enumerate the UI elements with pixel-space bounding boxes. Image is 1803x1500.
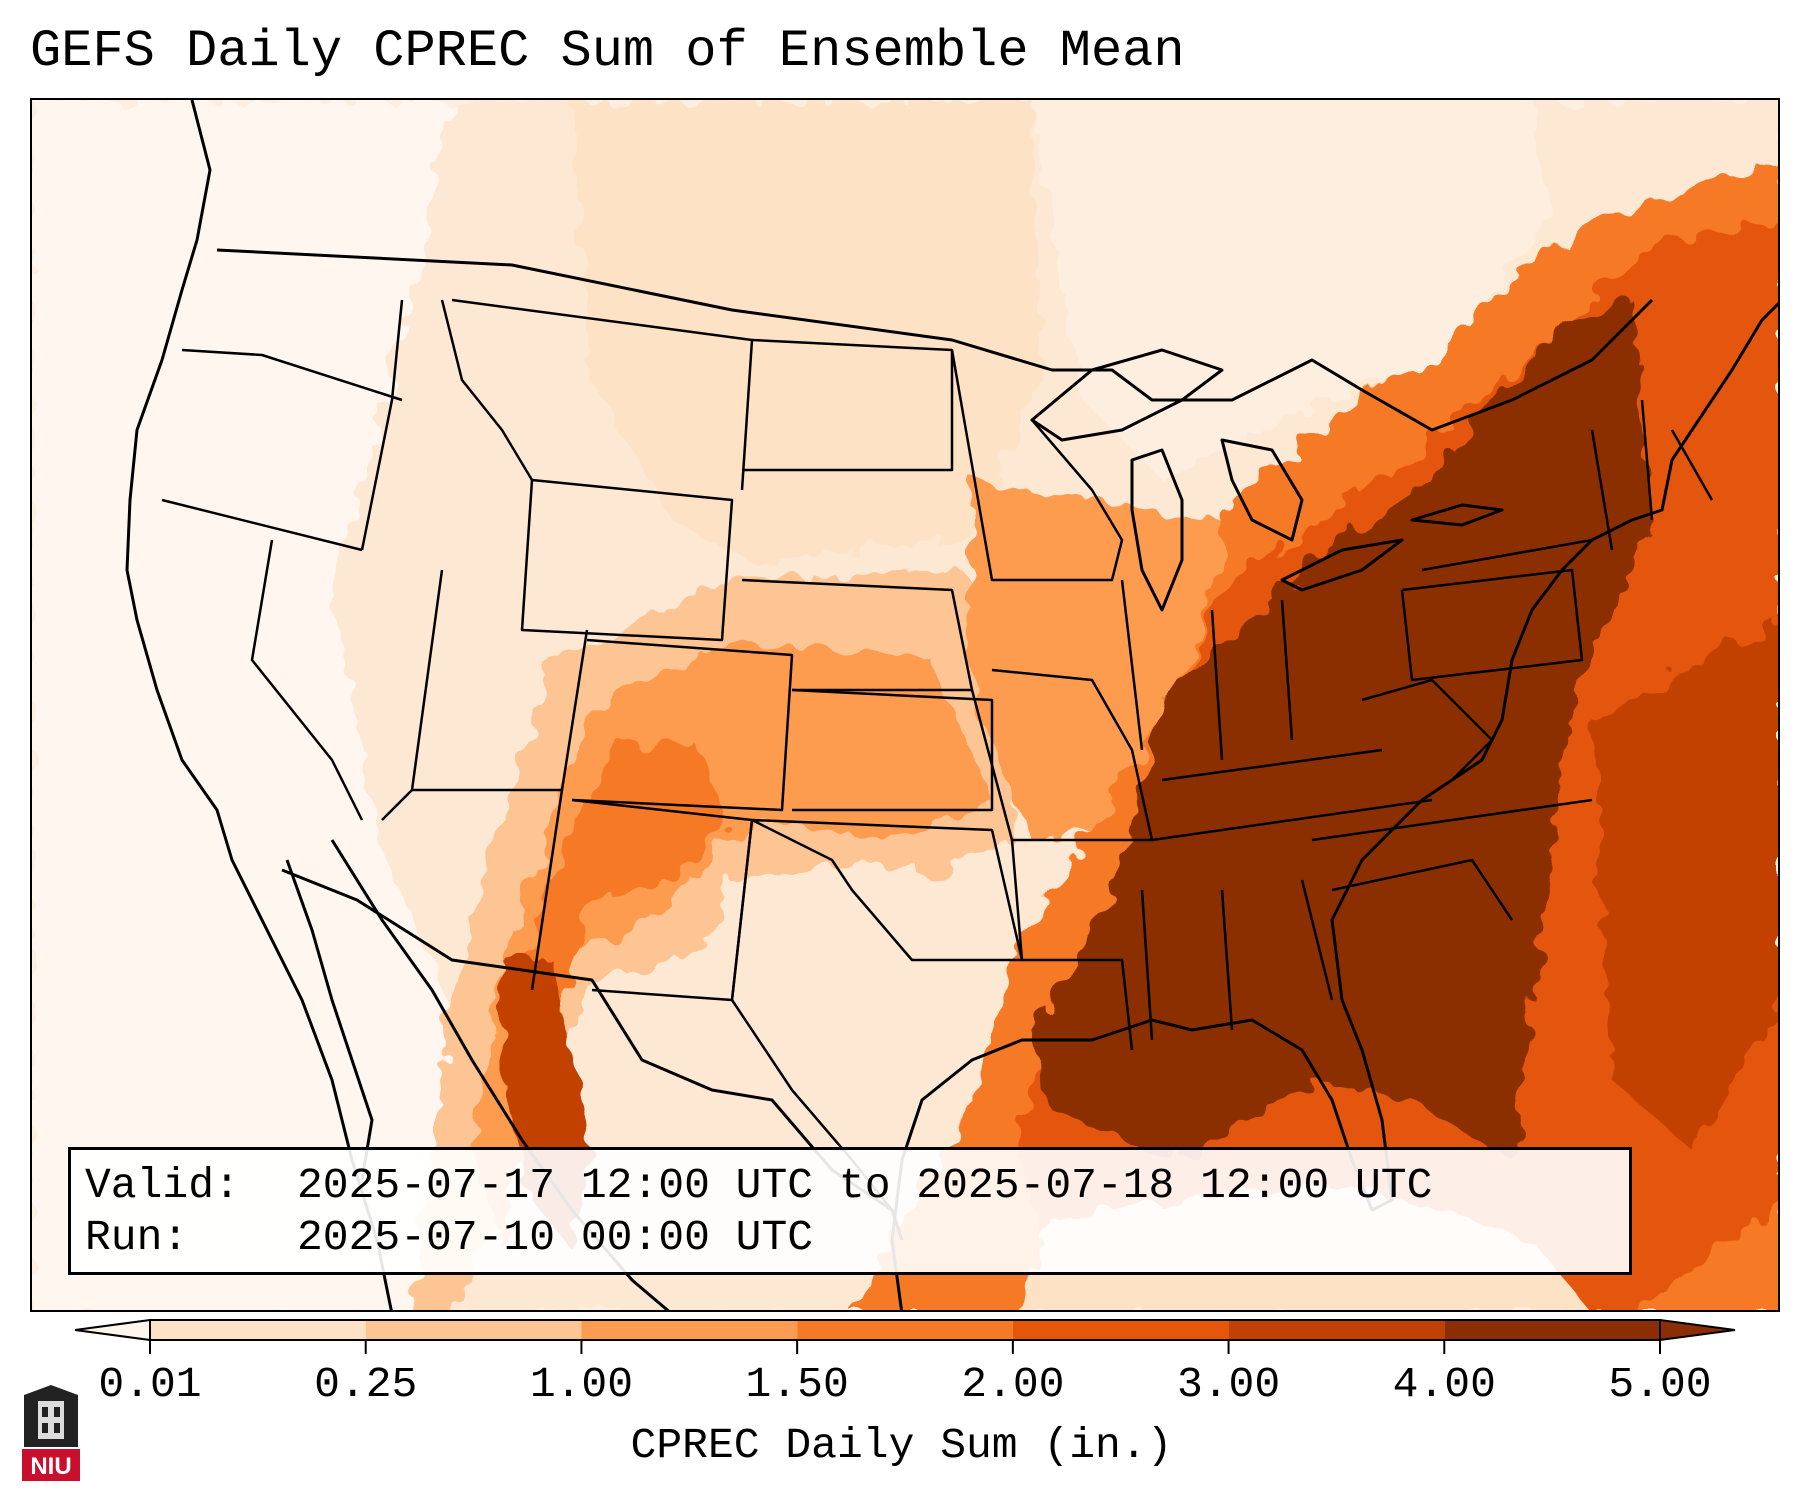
state-line-ms-al-ga bbox=[1140, 879, 1334, 1041]
state-line-co bbox=[571, 638, 794, 812]
colorbar-tick-label: 4.00 bbox=[1392, 1360, 1496, 1409]
colorbar-title: CPREC Daily Sum (in.) bbox=[630, 1421, 1173, 1470]
logo-text: NIU bbox=[30, 1453, 71, 1480]
state-line-va-nc-sc bbox=[1311, 798, 1593, 921]
lake-erie bbox=[1280, 538, 1404, 592]
run-value: 2025-07-10 00:00 UTC bbox=[297, 1213, 814, 1262]
logo-window-3 bbox=[42, 1423, 48, 1433]
state-line-az-nm bbox=[530, 789, 564, 991]
colorbar-segment bbox=[365, 1320, 582, 1340]
colorbar-segment bbox=[1228, 1320, 1445, 1340]
valid-label: Valid: bbox=[85, 1161, 240, 1210]
state-line-wv-va bbox=[1361, 678, 1494, 781]
logo-building bbox=[38, 1401, 64, 1439]
logo-band bbox=[22, 1449, 80, 1481]
coastline-west bbox=[125, 100, 393, 1310]
state-line-nd-sd-ne bbox=[741, 338, 974, 692]
border-canada bbox=[216, 248, 1654, 432]
logo-window-1 bbox=[42, 1407, 48, 1417]
map-canvas bbox=[32, 100, 1778, 1310]
coastline-baja bbox=[285, 859, 374, 1181]
niu-logo: NIU bbox=[22, 1385, 80, 1481]
lake-michigan bbox=[1130, 448, 1184, 612]
field-atlantic-dark bbox=[1592, 622, 1778, 1150]
colorbar-tick-label: 2.00 bbox=[961, 1360, 1065, 1409]
state-line-pa-ny bbox=[1400, 538, 1593, 682]
colorbar-extend-high bbox=[1659, 1318, 1736, 1342]
colorbar-tick-label: 5.00 bbox=[1608, 1360, 1712, 1409]
boundaries bbox=[125, 100, 1778, 1310]
colorbar-segment bbox=[1012, 1320, 1229, 1340]
lake-huron bbox=[1220, 438, 1304, 542]
state-line-mn-ia bbox=[950, 349, 1124, 582]
logo-window-4 bbox=[54, 1423, 60, 1433]
colorbar-outline bbox=[149, 1319, 1661, 1341]
colorbar-tick-label: 1.00 bbox=[529, 1360, 634, 1409]
state-line-ut-co bbox=[560, 629, 589, 791]
state-line-wa-or bbox=[181, 348, 403, 402]
state-line-mo-ar bbox=[970, 668, 1154, 842]
state-line-or-ca bbox=[161, 498, 363, 552]
valid-row: Valid: 2025-07-17 12:00 UTC to 2025-07-18… bbox=[85, 1160, 1615, 1212]
field-light-north bbox=[1032, 100, 1552, 480]
colorbar-segment bbox=[1444, 1320, 1660, 1340]
valid-run-info-box: Valid: 2025-07-17 12:00 UTC to 2025-07-18… bbox=[68, 1147, 1632, 1275]
state-line-wy bbox=[520, 478, 734, 642]
colorbar-extend-low bbox=[74, 1318, 151, 1342]
state-line-ks-ok bbox=[751, 688, 1024, 962]
precip-field bbox=[32, 100, 1778, 1310]
field-light-plains bbox=[572, 100, 1042, 560]
state-line-tn-ky bbox=[1151, 748, 1433, 842]
colorbar-segment bbox=[797, 1320, 1013, 1340]
field-orange2-sw bbox=[512, 740, 732, 1130]
state-line-id-w bbox=[360, 299, 404, 551]
colorbar-tick-label: 0.01 bbox=[98, 1360, 202, 1409]
state-line-ca-nv bbox=[250, 539, 364, 821]
colorbar-tick-label: 3.00 bbox=[1176, 1360, 1281, 1409]
colorbar-segment bbox=[581, 1320, 798, 1340]
precipitation-map bbox=[30, 98, 1780, 1312]
lake-ontario bbox=[1410, 503, 1504, 527]
run-label: Run: bbox=[85, 1213, 189, 1262]
colorbar bbox=[74, 1318, 1736, 1354]
field-east-dark bbox=[1032, 300, 1652, 1160]
valid-value: 2025-07-17 12:00 UTC to 2025-07-18 12:00… bbox=[297, 1161, 1433, 1210]
state-line-new-england bbox=[1590, 399, 1714, 551]
colorbar-tick-label: 0.25 bbox=[314, 1360, 418, 1409]
map-title: GEFS Daily CPREC Sum of Ensemble Mean bbox=[30, 22, 1185, 81]
lake-superior bbox=[1030, 348, 1224, 442]
field-light-texas bbox=[692, 860, 972, 1150]
state-line-il-in-oh bbox=[1120, 579, 1294, 761]
state-line-id-e bbox=[440, 299, 534, 481]
colorbar-tick-label: 1.50 bbox=[745, 1360, 849, 1409]
logo-window-2 bbox=[54, 1407, 60, 1417]
state-lines bbox=[161, 298, 1714, 1211]
state-line-ar-la bbox=[1010, 839, 1134, 1051]
run-row: Run: 2025-07-10 00:00 UTC bbox=[85, 1212, 1615, 1264]
colorbar-segment bbox=[150, 1320, 366, 1340]
